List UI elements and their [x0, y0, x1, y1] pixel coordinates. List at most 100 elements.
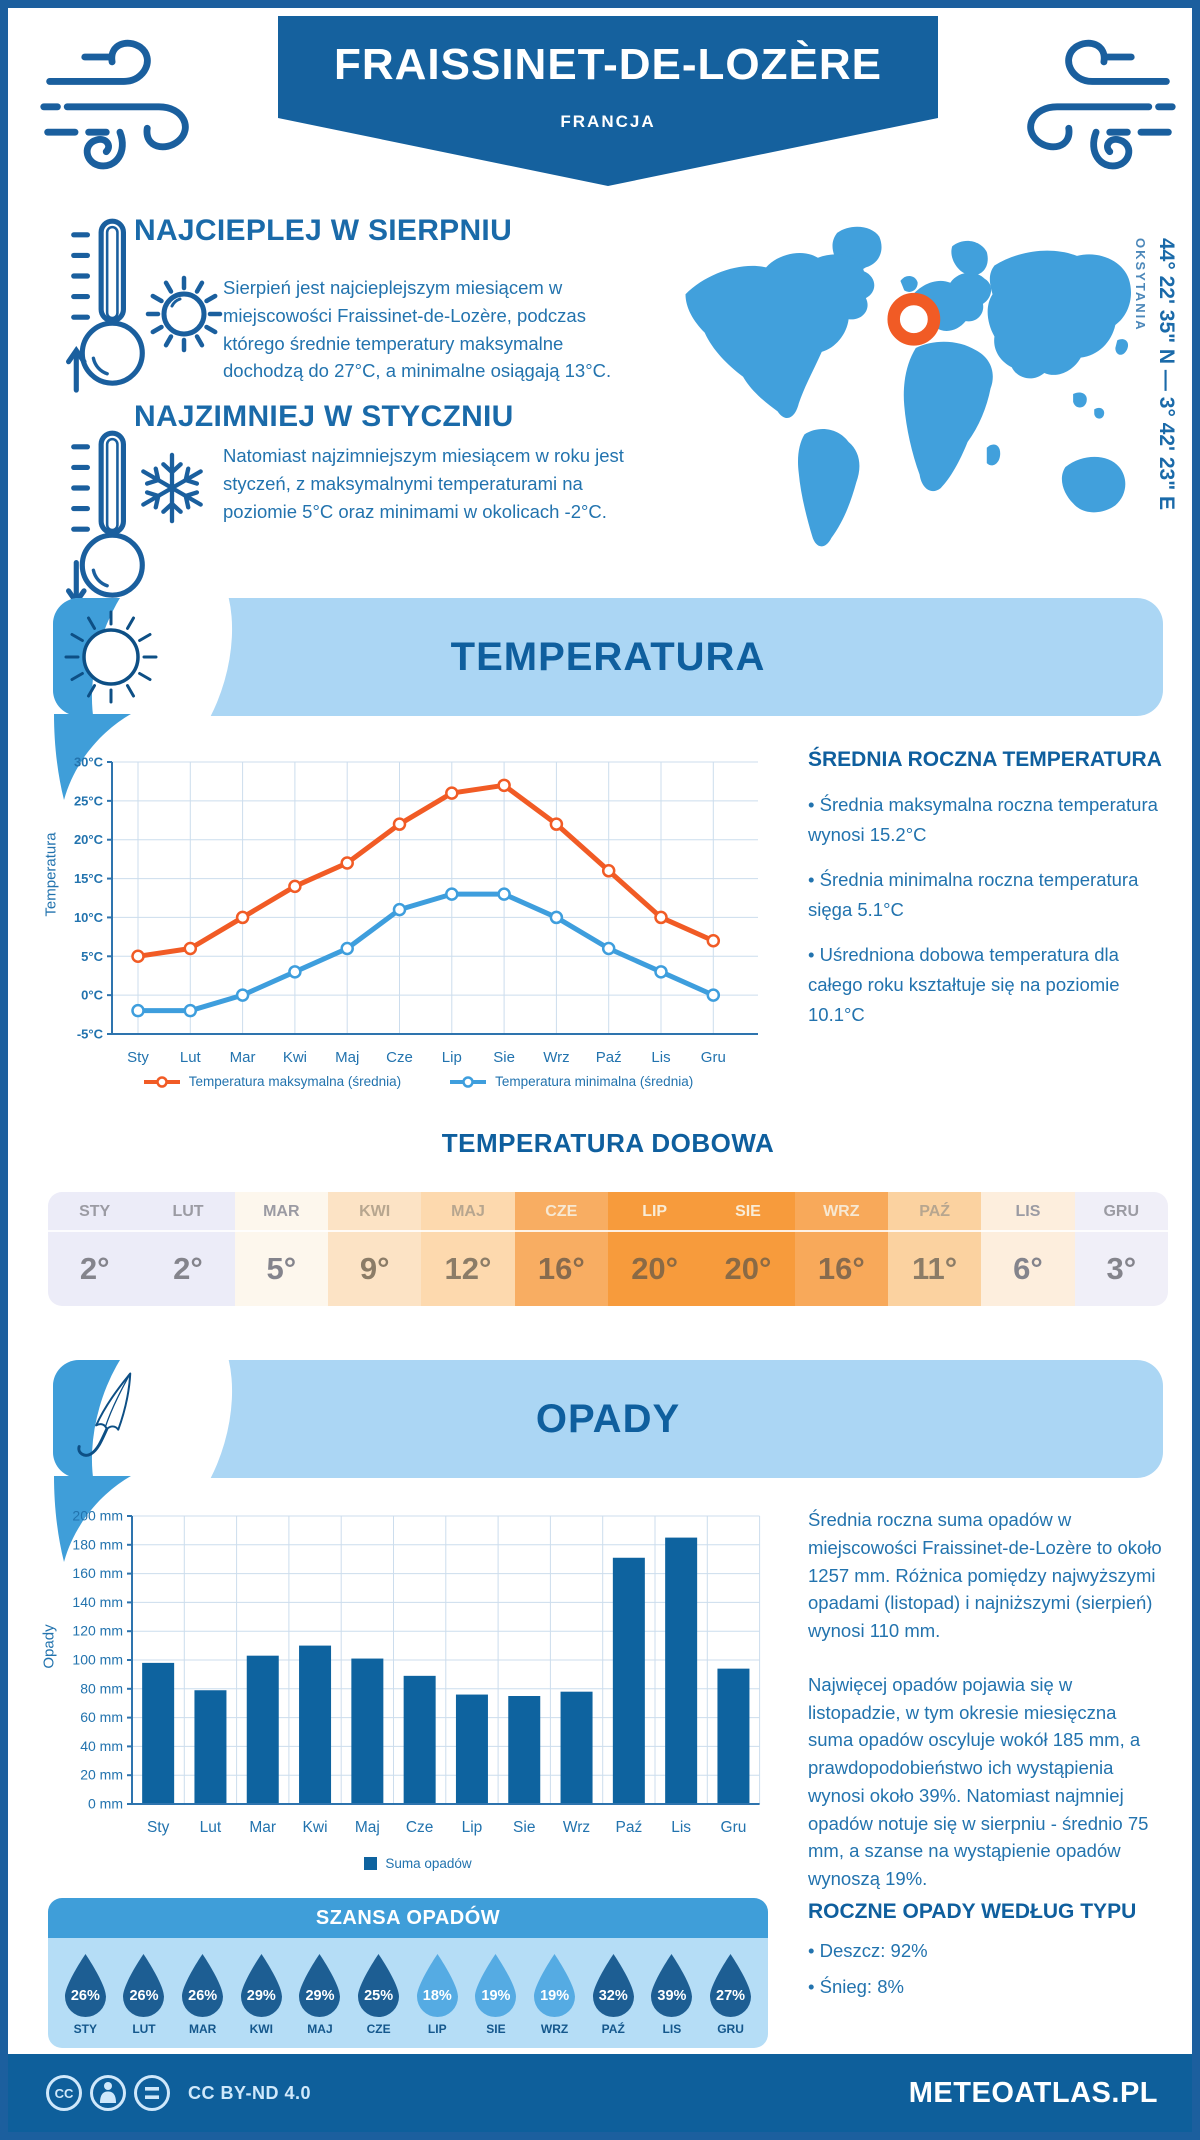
world-map [685, 226, 1131, 547]
rain-chance-value: 32% [598, 1988, 628, 2004]
svg-text:20°C: 20°C [74, 832, 104, 847]
bar [665, 1537, 698, 1804]
svg-text:Cze: Cze [406, 1819, 434, 1836]
droplet-icon [299, 1954, 341, 2018]
creative-commons-icons: CC [46, 2075, 170, 2111]
warm-section-text: Sierpień jest najcieplejszym miesiącem w… [223, 277, 612, 382]
svg-text:100 mm: 100 mm [72, 1652, 123, 1668]
bar [508, 1696, 541, 1804]
cold-section-text: Natomiast najzimniejszym miesiącem w rok… [223, 445, 624, 522]
month-label: KWI [249, 2022, 273, 2036]
legend-label: Suma opadów [385, 1856, 472, 1871]
data-point [497, 778, 511, 793]
bar [142, 1662, 175, 1804]
sun-icon [64, 610, 158, 704]
svg-text:60 mm: 60 mm [80, 1709, 123, 1725]
bar [560, 1691, 593, 1804]
svg-text:Sty: Sty [147, 1819, 170, 1836]
precipitation-chart-legend: Suma opadów [108, 1856, 728, 1871]
legend-label: Temperatura maksymalna (średnia) [188, 1074, 402, 1089]
rain-chance-item: 32% PAŹ [587, 1952, 639, 2036]
svg-text:Gru: Gru [721, 1819, 747, 1836]
footer: CC CC BY-ND 4.0 METEOATLAS.PL [8, 2054, 1192, 2132]
month-label: MAR [188, 2022, 217, 2036]
month-label: CZE [514, 1192, 608, 1232]
daily-temp-cell: LUT 2° [141, 1192, 235, 1306]
data-point [340, 941, 354, 956]
svg-text:Sie: Sie [513, 1819, 535, 1836]
rain-chance-value: 27% [716, 1988, 746, 2004]
rain-chance-value: 19% [540, 1988, 570, 2004]
map-region-label: OKSYTANIA [1133, 238, 1148, 332]
svg-text:Kwi: Kwi [283, 1049, 307, 1066]
banner-tail [54, 1476, 131, 1562]
daily-temp-cell: GRU 3° [1074, 1192, 1168, 1306]
month-label: WRZ [540, 2022, 569, 2036]
rain-chance-item: 26% MAR [177, 1952, 229, 2036]
data-point [183, 1003, 198, 1018]
svg-text:Lip: Lip [462, 1819, 483, 1836]
svg-text:10°C: 10°C [74, 910, 104, 925]
annual-temp-heading: ŚREDNIA ROCZNA TEMPERATURA [808, 748, 1162, 771]
precip-paragraph: Najwięcej opadów pojawia się w listopadz… [808, 1673, 1149, 1889]
temp-value: 12° [444, 1251, 492, 1286]
header-banner: FRAISSINET-DE-LOZÈRE FRANCJA [278, 16, 938, 186]
daily-temp-heading: TEMPERATURA DOBOWA [441, 1128, 775, 1158]
month-label: PAŹ [887, 1192, 982, 1232]
month-label: KWI [327, 1192, 422, 1232]
page-subtitle: FRANCJA [560, 112, 656, 131]
svg-text:120 mm: 120 mm [72, 1623, 123, 1639]
wind-icon [40, 39, 189, 170]
rain-chance-value: 19% [481, 1988, 511, 2004]
droplet-icon [240, 1954, 282, 2018]
month-label: SIE [486, 2022, 506, 2036]
data-point [654, 965, 668, 979]
annual-temperature-block: ŚREDNIA ROCZNA TEMPERATURA • Średnia mak… [808, 748, 1166, 1045]
data-point [235, 988, 250, 1002]
temp-value: 3° [1106, 1251, 1137, 1286]
daily-temp-cell: KWI 9° [327, 1192, 422, 1306]
droplet-icon [123, 1954, 165, 2018]
droplet-icon [416, 1954, 458, 2018]
rain-chance-item: 19% WRZ [529, 1952, 581, 2036]
temperature-line-chart: Sty Lut Mar Kwi Maj Cze Lip Sie Wrz Paź Lis Gru -5°C… [74, 755, 758, 1066]
data-point [549, 910, 564, 925]
svg-text:20 mm: 20 mm [80, 1767, 123, 1783]
temp-value: 6° [1013, 1251, 1043, 1286]
month-label: LIP [607, 1192, 702, 1232]
precip-type-bullet: • Deszcz: 92% [808, 1940, 928, 1961]
bar [717, 1668, 750, 1804]
rain-chance-value: 39% [657, 1988, 687, 2004]
svg-text:-5°C: -5°C [77, 1027, 104, 1042]
daily-temp-cell: WRZ 16° [794, 1192, 888, 1306]
sun-icon [145, 275, 223, 353]
daily-temp-cell: LIP 20° [607, 1192, 702, 1306]
temp-value: 16° [537, 1251, 585, 1286]
bar [194, 1690, 227, 1804]
month-label: WRZ [794, 1192, 888, 1232]
thermometer-down-icon [66, 430, 145, 607]
svg-text:Maj: Maj [335, 1049, 359, 1066]
banner-tail [54, 714, 131, 800]
daily-temp-cell: STY 2° [48, 1192, 142, 1306]
droplet-icon [358, 1954, 400, 2018]
precip-type-bullet: • Śnieg: 8% [808, 1975, 904, 1997]
legend-item: Temperatura minimalna (średnia) [449, 1074, 693, 1089]
snowflake-icon [136, 452, 208, 524]
daily-temp-table: STY 2° LUT 2° MAR 5° KWI 9° MAJ 12° CZE 16° LIP 20° SI… [48, 1192, 1168, 1306]
svg-text:0 mm: 0 mm [88, 1796, 123, 1812]
droplet-icon [592, 1954, 634, 2018]
svg-text:Cze: Cze [386, 1049, 413, 1066]
daily-temp-cell: CZE 16° [514, 1192, 608, 1306]
daily-temp-cell: LIS 6° [981, 1192, 1075, 1306]
rain-chance-value: 26% [188, 1988, 218, 2004]
rain-chance-value: 29% [305, 1988, 335, 2004]
precip-type-block: ROCZNE OPADY WEDŁUG TYPU • Deszcz: 92% •… [808, 1900, 1166, 2001]
rain-chance-box: SZANSA OPADÓW 26% STY 26% LUT 26% MAR 29% KWI 29… [48, 1898, 768, 2048]
precipitation-text-block: Średnia roczna suma opadów w miejscowośc… [808, 1506, 1166, 1919]
svg-text:Paź: Paź [615, 1819, 642, 1836]
month-label: GRU [717, 2022, 744, 2036]
data-point [549, 817, 564, 831]
rain-chance-item: 19% SIE [470, 1952, 522, 2036]
annual-temp-bullet: • Średnia maksymalna roczna temperatura … [808, 794, 1158, 845]
